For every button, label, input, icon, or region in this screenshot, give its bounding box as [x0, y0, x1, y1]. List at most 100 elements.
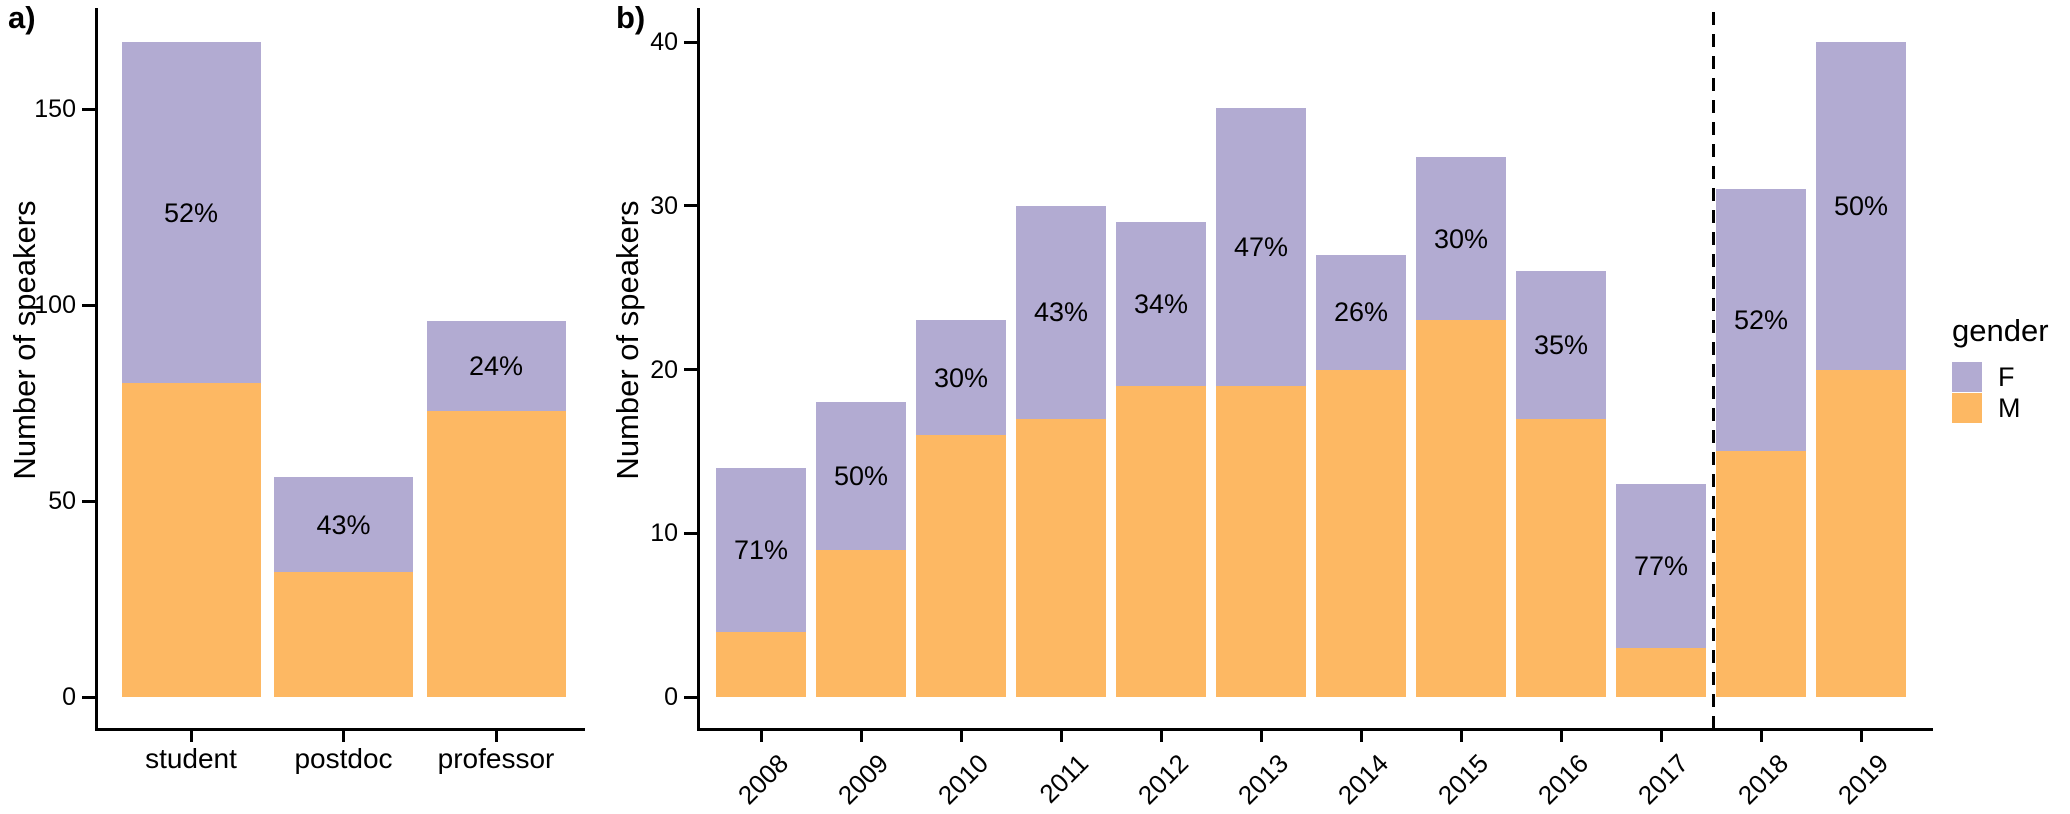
bar-segment-F-2018 [1716, 189, 1806, 452]
bar-segment-F-2011 [1016, 205, 1106, 419]
legend-label-M: M [1998, 393, 2021, 423]
x-tick-mark [1759, 731, 1763, 742]
legend-label-F: F [1998, 362, 2015, 392]
bar-segment-M-2014 [1316, 369, 1406, 697]
dashed-divider-line [1711, 12, 1715, 728]
y-tick-label: 0 [62, 683, 76, 711]
bar-segment-F-2017 [1616, 484, 1706, 648]
bar-segment-M-2016 [1516, 418, 1606, 697]
y-tick-label: 40 [650, 28, 678, 56]
percent-label-2015: 30% [1433, 223, 1489, 254]
y-tick-label: 150 [34, 95, 76, 123]
bar-segment-M-2009 [816, 549, 906, 697]
percent-label-2019: 50% [1833, 190, 1889, 221]
x-tick-mark [859, 731, 863, 742]
bar-segment-F-2008 [716, 467, 806, 632]
percent-label-2018: 52% [1733, 305, 1789, 336]
percent-label-2017: 77% [1633, 551, 1689, 581]
bar-segment-M-2015 [1416, 320, 1506, 697]
percent-label-2013: 47% [1233, 231, 1289, 262]
y-tick-mark [684, 204, 697, 208]
y-axis-line [697, 8, 700, 731]
panel-a-letter: a) [8, 0, 36, 35]
y-tick-mark [684, 40, 697, 44]
bar-segment-F-2015 [1416, 156, 1506, 321]
x-label-2018: 2018 [1732, 748, 1795, 811]
x-tick-mark [959, 731, 963, 742]
bar-segment-F-professor [426, 320, 566, 411]
x-tick-mark [1659, 731, 1663, 742]
percent-label-2016: 35% [1533, 329, 1589, 360]
x-axis-line [95, 728, 585, 731]
bar-segment-F-2012 [1116, 222, 1206, 386]
percent-label-2011: 43% [1033, 297, 1089, 328]
bar-segment-F-2013 [1216, 107, 1306, 386]
percent-label-2012: 34% [1133, 289, 1189, 319]
panel-b-letter: b) [616, 0, 646, 35]
x-tick-mark [1459, 731, 1463, 742]
percent-label-2008: 71% [733, 534, 789, 565]
x-tick-mark [1359, 731, 1363, 742]
x-label-2009: 2009 [832, 748, 895, 811]
y-tick-mark [684, 531, 697, 535]
panel-a-y-axis-title: Number of speakers [7, 200, 42, 480]
percent-label-postdoc: 43% [316, 509, 371, 540]
bar-segment-F-student [121, 42, 261, 384]
y-tick-mark [82, 695, 95, 699]
x-tick-mark [1559, 731, 1563, 742]
bar-segment-M-student [121, 383, 261, 697]
bar-segment-M-2019 [1816, 369, 1906, 697]
bar-segment-M-professor [426, 410, 566, 697]
bar-segment-F-2009 [816, 402, 906, 550]
bar-segment-F-2014 [1316, 254, 1406, 370]
y-tick-label: 0 [664, 683, 678, 711]
x-axis-line [697, 728, 1933, 731]
x-tick-mark [1059, 731, 1063, 742]
x-label-2011: 2011 [1033, 748, 1095, 809]
x-tick-mark [1859, 731, 1863, 742]
x-tick-mark [342, 731, 345, 742]
x-tick-mark [189, 731, 193, 742]
y-tick-label: 50 [48, 487, 76, 515]
bar-segment-M-2011 [1016, 418, 1106, 697]
x-label-2012: 2012 [1132, 748, 1195, 811]
y-tick-mark [82, 303, 95, 307]
legend-title: gender [1952, 313, 2049, 348]
x-label-2008: 2008 [732, 748, 795, 811]
y-axis-line [95, 8, 98, 731]
x-label-2014: 2014 [1332, 748, 1395, 811]
bar-segment-F-2016 [1516, 271, 1606, 419]
bar-segment-M-2008 [716, 631, 806, 697]
y-tick-label: 10 [650, 519, 678, 548]
x-label-postdoc: postdoc [294, 743, 393, 774]
x-label-professor: professor [437, 743, 555, 774]
bar-segment-M-2013 [1216, 385, 1306, 697]
y-tick-mark [684, 695, 697, 699]
bar-segment-M-2010 [916, 435, 1006, 697]
x-label-2013: 2013 [1232, 748, 1295, 811]
x-label-2015: 2015 [1432, 748, 1495, 811]
y-tick-mark [684, 368, 697, 371]
legend-swatch-F [1952, 362, 1982, 392]
x-tick-mark [759, 731, 763, 742]
x-tick-mark [1259, 731, 1263, 742]
percent-label-2014: 26% [1333, 297, 1389, 328]
x-tick-mark [494, 731, 498, 742]
legend-item-M: M [1952, 393, 2062, 424]
bar-segment-F-postdoc [274, 477, 413, 572]
x-label-student: student [145, 743, 237, 774]
percent-label-student: 52% [163, 197, 219, 228]
x-label-2016: 2016 [1532, 748, 1595, 811]
percent-label-professor: 24% [468, 350, 524, 381]
bar-segment-F-2019 [1816, 42, 1906, 370]
x-label-2019: 2019 [1832, 748, 1895, 811]
y-tick-label: 30 [650, 191, 678, 220]
legend-swatch-M [1952, 393, 1982, 423]
y-tick-mark [82, 499, 95, 503]
y-tick-mark [82, 107, 95, 111]
x-label-2017: 2017 [1632, 748, 1695, 811]
bar-segment-M-postdoc [274, 571, 413, 697]
x-label-2010: 2010 [932, 748, 995, 811]
bar-segment-F-2010 [916, 320, 1006, 435]
